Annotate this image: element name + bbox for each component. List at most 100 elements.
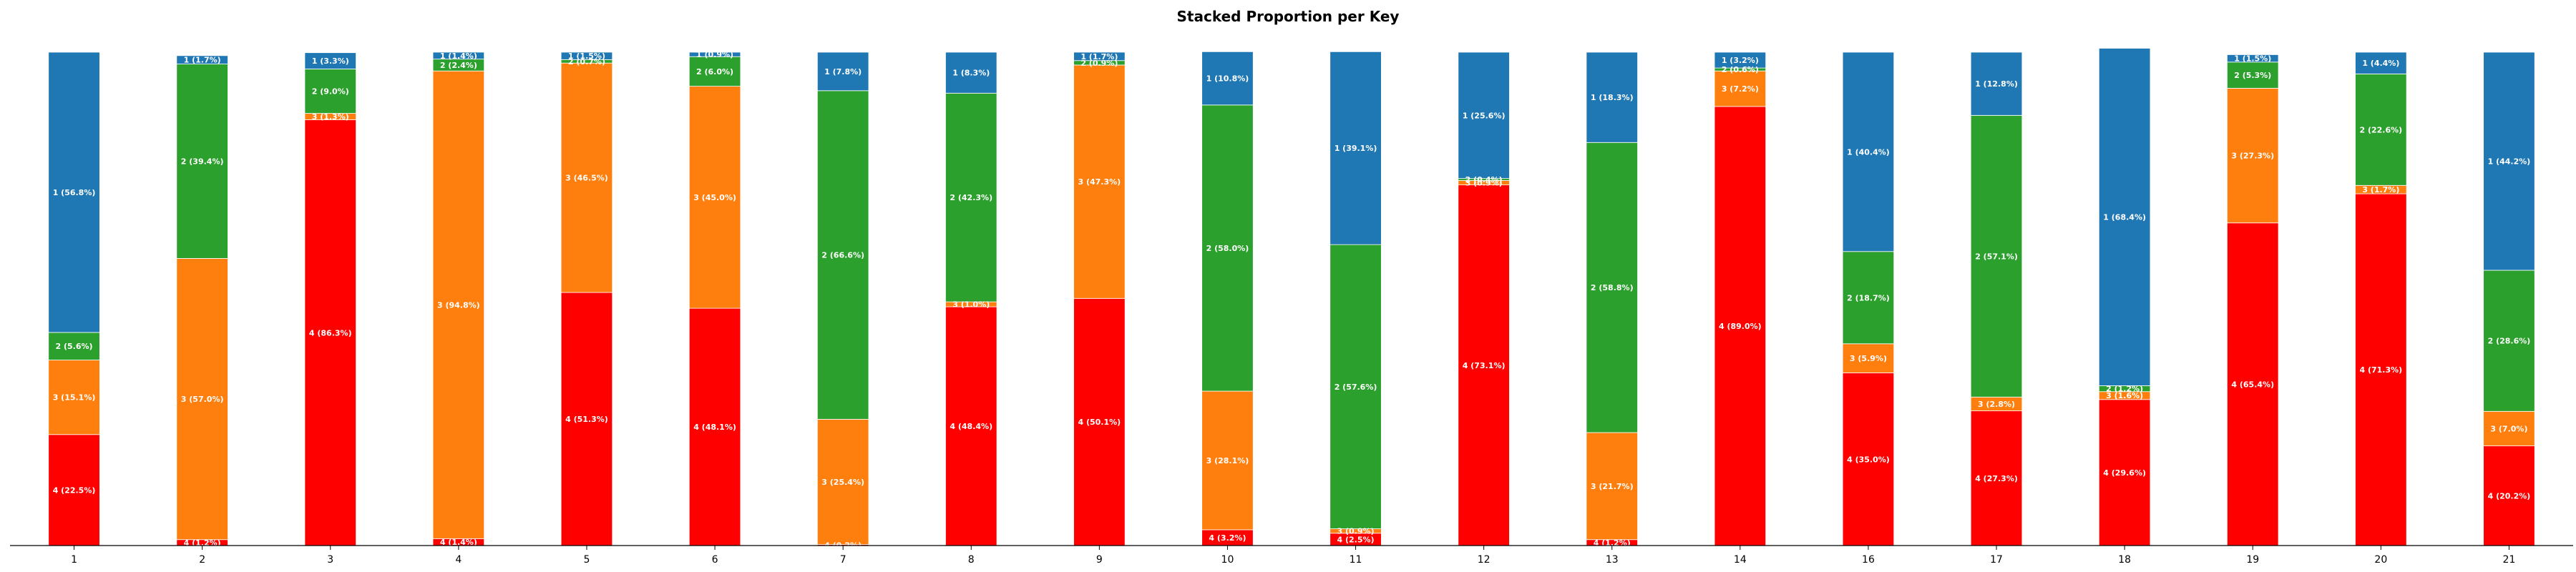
segment-label-key-2-series-2: 2 (39.4%): [181, 157, 224, 166]
bar-segment-key-4-series-3: [432, 70, 485, 539]
segment-label-key-3-series-2: 2 (9.0%): [312, 87, 349, 97]
segment-labels-group: 4 (22.5%) 3 (15.1%) 2 (5.6%) 1 (56.8%) 4 (1.…: [53, 50, 2531, 550]
segment-label-key-9-series-4: 4 (50.1%): [1078, 418, 1121, 427]
bar-segment-key-20-series-2: [2355, 73, 2407, 186]
segment-label-key-8-series-2: 2 (42.3%): [950, 193, 992, 202]
segment-label-key-20-series-3: 3 (1.7%): [2362, 185, 2399, 194]
bar-segment-key-19-series-3: [2227, 87, 2279, 224]
bar-segment-key-10-series-3: [1201, 390, 1254, 531]
x-tick-label: 13: [1606, 554, 1619, 566]
segment-label-key-8-series-1: 1 (8.3%): [952, 69, 990, 78]
x-tick-label: 20: [2374, 554, 2387, 566]
segment-label-key-1-series-1: 1 (56.8%): [53, 188, 96, 197]
segment-label-key-5-series-2: 2 (0.7%): [568, 57, 605, 66]
bar-segment-key-1-series-1: [48, 51, 100, 333]
segment-label-key-13-series-3: 3 (21.7%): [1591, 482, 1634, 491]
x-tick-label: 2: [199, 554, 205, 566]
bar-segment-key-19-series-4: [2227, 222, 2279, 546]
bar-segment-key-7-series-3: [816, 418, 869, 546]
bar-segment-key-20-series-1: [2355, 51, 2407, 74]
segment-label-key-13-series-1: 1 (18.3%): [1591, 93, 1634, 102]
bar-segment-key-9-series-4: [1073, 297, 1126, 546]
bar-segment-key-17-series-1: [1970, 51, 2023, 116]
segment-label-key-3-series-4: 4 (86.3%): [309, 328, 352, 337]
x-axis: 1 2 3 4 5 6 7 8 9 10 11 12 13 14 16 17 18 19 20 21: [10, 545, 2573, 566]
bar-segment-key-6-series-1: [688, 51, 741, 57]
x-tick-label: 14: [1734, 554, 1747, 566]
bar-segment-key-14-series-1: [1714, 51, 1767, 69]
segment-label-key-14-series-1: 1 (3.2%): [1722, 56, 1759, 65]
bar-segment-key-8-series-1: [945, 51, 997, 94]
bar-segment-key-16-series-3: [1842, 343, 1895, 373]
segment-label-key-6-series-2: 2 (6.0%): [696, 67, 733, 77]
x-tick-label: 16: [1862, 554, 1875, 566]
bar-segment-key-16-series-1: [1842, 51, 1895, 252]
chart-title: Stacked Proportion per Key: [1177, 8, 1400, 25]
bar-segment-key-13-series-2: [1586, 142, 1638, 433]
segment-label-key-4-series-2: 2 (2.4%): [440, 61, 477, 70]
segment-label-key-13-series-2: 2 (58.8%): [1591, 283, 1634, 292]
segment-label-key-16-series-2: 2 (18.7%): [1847, 293, 1890, 302]
segment-label-key-10-series-1: 1 (10.8%): [1206, 74, 1249, 84]
segment-label-key-19-series-3: 3 (27.3%): [2231, 152, 2274, 161]
bar-segment-key-8-series-4: [945, 306, 997, 546]
segment-label-key-10-series-3: 3 (28.1%): [1206, 456, 1249, 465]
segment-label-key-19-series-2: 2 (5.3%): [2234, 71, 2271, 80]
segment-label-key-12-series-3: 3 (0.9%): [1465, 179, 1503, 188]
segment-label-key-17-series-1: 1 (12.8%): [1975, 79, 2018, 89]
bar-segment-key-13-series-3: [1586, 432, 1638, 541]
bar-segment-key-11-series-1: [1330, 51, 1382, 245]
segment-label-key-12-series-1: 1 (25.6%): [1463, 111, 1506, 120]
segment-label-key-2-series-3: 3 (57.0%): [181, 395, 224, 404]
bar-segment-key-4-series-1: [432, 51, 485, 60]
segment-label-key-9-series-1: 1 (1.7%): [1080, 52, 1118, 61]
bar-segment-key-16-series-4: [1842, 373, 1895, 546]
segment-label-key-3-series-3: 3 (1.3%): [312, 112, 349, 122]
bar-segment-key-6-series-2: [688, 56, 741, 87]
bar-segment-key-6-series-4: [688, 307, 741, 546]
bar-segment-key-9-series-3: [1073, 64, 1126, 299]
segment-label-key-1-series-2: 2 (5.6%): [56, 342, 93, 351]
bar-segment-key-12-series-4: [1458, 184, 1510, 546]
segment-label-key-1-series-4: 4 (22.5%): [53, 485, 96, 495]
segment-label-key-18-series-1: 1 (68.4%): [2103, 212, 2146, 222]
segment-label-key-4-series-3: 3 (94.8%): [437, 300, 480, 310]
bar-segment-key-21-series-2: [2483, 270, 2535, 412]
bar-segment-key-7-series-2: [816, 90, 869, 420]
bar-segment-key-2-series-2: [176, 64, 228, 259]
segment-label-key-11-series-1: 1 (39.1%): [1335, 144, 1377, 153]
segment-label-key-12-series-4: 4 (73.1%): [1463, 361, 1506, 370]
bar-segment-key-11-series-2: [1330, 244, 1382, 529]
segment-label-key-4-series-4: 4 (1.4%): [440, 538, 477, 547]
bar-segment-key-19-series-2: [2227, 61, 2279, 89]
segment-label-key-3-series-1: 1 (3.3%): [312, 56, 349, 66]
segment-label-key-5-series-4: 4 (51.3%): [565, 415, 608, 424]
segment-label-key-8-series-3: 3 (1.0%): [952, 300, 990, 310]
segment-label-key-16-series-1: 1 (40.4%): [1847, 147, 1890, 157]
segment-label-key-8-series-4: 4 (48.4%): [950, 422, 992, 431]
bar-segment-key-14-series-4: [1714, 106, 1767, 546]
bar-segment-key-7-series-1: [816, 51, 869, 92]
segment-label-key-19-series-1: 1 (1.5%): [2234, 54, 2271, 64]
bar-segment-key-5-series-4: [560, 292, 613, 546]
segment-label-key-21-series-1: 1 (44.2%): [2488, 157, 2531, 166]
bar-segment-key-21-series-1: [2483, 51, 2535, 271]
bar-segment-key-3-series-2: [304, 69, 356, 114]
segment-label-key-14-series-4: 4 (89.0%): [1719, 322, 1762, 331]
bar-segment-key-12-series-1: [1458, 51, 1510, 179]
segment-label-key-16-series-4: 4 (35.0%): [1847, 455, 1890, 464]
segment-label-key-18-series-4: 4 (29.6%): [2103, 468, 2146, 478]
x-tick-label: 10: [1221, 554, 1234, 566]
bar-segment-key-18-series-1: [2098, 48, 2151, 386]
x-tick-label: 9: [1096, 554, 1103, 566]
x-tick-label: 6: [712, 554, 718, 566]
bar-segment-key-16-series-2: [1842, 251, 1895, 345]
segment-label-key-20-series-1: 1 (4.4%): [2362, 59, 2399, 68]
bar-segment-key-14-series-3: [1714, 70, 1767, 107]
bar-segment-key-20-series-4: [2355, 193, 2407, 546]
segment-label-key-14-series-3: 3 (7.2%): [1722, 84, 1759, 94]
bar-segment-key-17-series-2: [1970, 114, 2023, 398]
bar-segment-key-5-series-1: [560, 51, 613, 60]
segment-label-key-11-series-3: 3 (0.9%): [1337, 527, 1375, 536]
x-tick-label: 18: [2118, 554, 2131, 566]
